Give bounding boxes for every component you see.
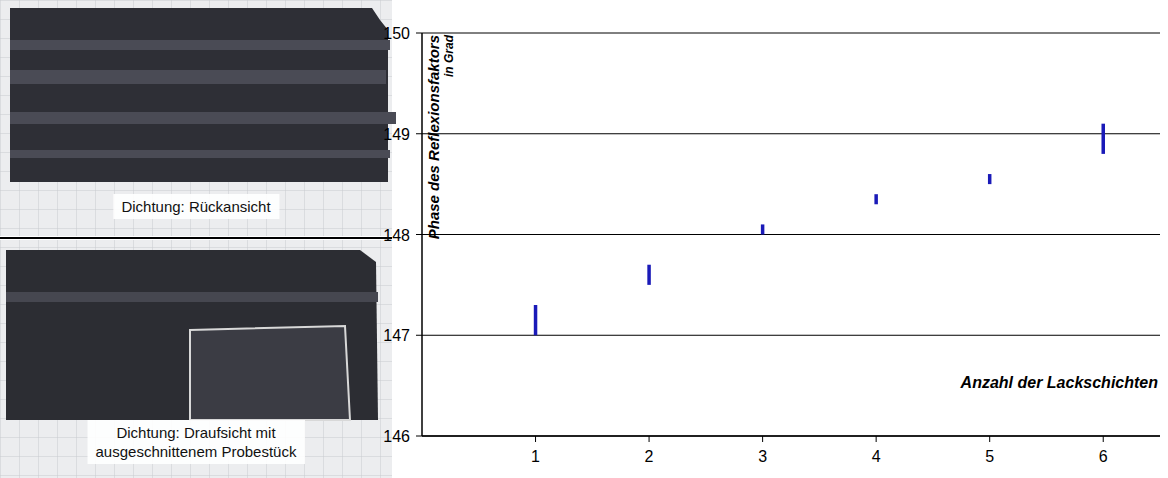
y-tick: [416, 33, 422, 34]
panel-divider: [0, 237, 392, 239]
x-tick: [535, 436, 536, 442]
photo-background: [0, 240, 392, 478]
x-tick-label: 1: [531, 448, 540, 465]
caption-background: [113, 194, 279, 219]
y-tick: [416, 133, 422, 134]
x-tick: [876, 436, 877, 442]
grid-line: [422, 33, 1160, 34]
cut-out-sample: [190, 326, 350, 420]
y-tick-label: 148: [383, 227, 410, 244]
error-bar: [988, 174, 992, 184]
caption-text: Dichtung: Rückansicht: [121, 198, 271, 215]
chart: 146 147 148 149 150 1 2 3 4 5 6 Phase des Reflexion…: [383, 25, 1161, 465]
x-tick-label: 4: [872, 448, 881, 465]
seal-groove: [6, 292, 378, 302]
caption-text: ausgeschnittenem Probestück: [96, 443, 297, 460]
x-tick: [1103, 436, 1104, 442]
x-tick-label: 3: [758, 448, 767, 465]
grid-line: [422, 234, 1160, 235]
x-axis: [422, 435, 1160, 437]
y-tick-label: 147: [383, 327, 410, 344]
y-axis-title: Phase des Reflexionsfaktors: [425, 35, 442, 239]
caption-background: [88, 420, 305, 464]
grid-line: [422, 335, 1160, 336]
grid-line: [422, 133, 1160, 134]
y-tick-label: 149: [383, 126, 410, 143]
y-tick-label: 150: [383, 25, 410, 42]
seal-groove: [10, 150, 390, 158]
photo-panel: Dichtung: Rückansicht: [0, 0, 396, 236]
photo-caption: Dichtung: Draufsicht mit ausgeschnittenem…: [88, 420, 305, 464]
y-axis: [421, 33, 423, 436]
x-tick-label: 6: [1099, 448, 1108, 465]
label-patch: [957, 373, 1162, 392]
seal-groove: [10, 70, 386, 84]
y-tick: [416, 335, 422, 336]
x-tick: [989, 436, 990, 442]
error-bar: [1101, 124, 1105, 154]
y-axis-unit: in Grad: [442, 34, 456, 77]
seal-groove: [10, 40, 390, 50]
x-tick-label: 5: [985, 448, 994, 465]
data-marks: [536, 124, 1104, 336]
x-tick-label: 2: [645, 448, 654, 465]
error-bar: [647, 265, 651, 285]
grid-line: [422, 436, 1160, 437]
y-tick-label: 146: [383, 428, 410, 445]
page: Dichtung: Rückansicht Dichtung: Draufsich…: [0, 0, 1168, 478]
caption-text: Dichtung: Draufsicht mit: [116, 424, 276, 441]
error-bar: [761, 224, 765, 234]
y-tick: [416, 234, 422, 235]
error-bar: [874, 194, 878, 204]
photo-caption: Dichtung: Rückansicht: [113, 194, 279, 219]
x-axis-title: Anzahl der Lackschichten: [960, 374, 1159, 391]
y-tick: [416, 436, 422, 437]
photo-panel: Dichtung: Draufsicht mit ausgeschnittenem…: [0, 240, 392, 478]
seal-groove: [10, 112, 396, 124]
x-tick: [762, 436, 763, 442]
seal-body: [6, 250, 378, 420]
error-bar: [534, 305, 538, 335]
x-tick: [649, 436, 650, 442]
